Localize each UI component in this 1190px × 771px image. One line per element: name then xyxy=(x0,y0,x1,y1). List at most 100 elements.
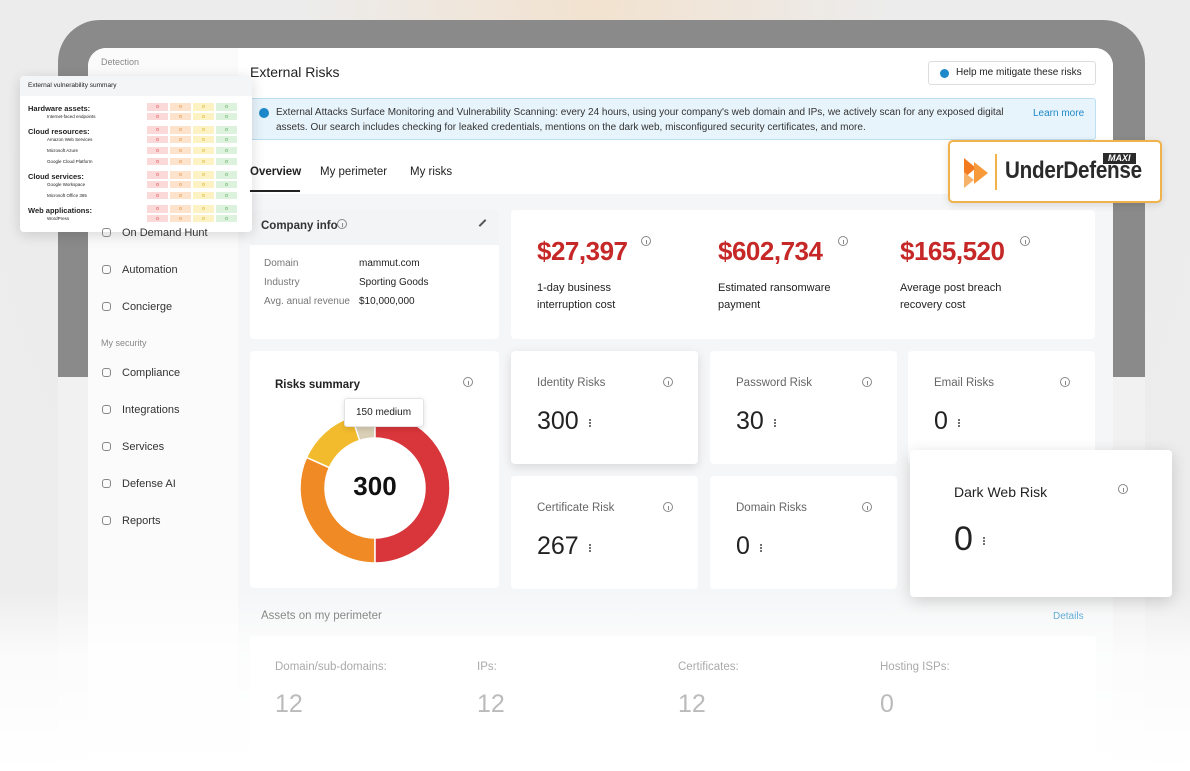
info-icon[interactable] xyxy=(1060,377,1070,387)
assets-card xyxy=(250,636,1096,771)
sidebar-item[interactable]: Concierge xyxy=(122,301,173,313)
risk-card[interactable]: Email Risks 0 xyxy=(908,351,1095,464)
cost-value: $165,520 xyxy=(900,236,1005,266)
group-name: Cloud resources: xyxy=(28,127,90,136)
info-banner: External Attacks Surface Monitoring and … xyxy=(250,98,1096,140)
info-icon[interactable] xyxy=(1020,236,1030,246)
count-value: 0 xyxy=(179,137,182,142)
count-value: 0 xyxy=(179,172,182,177)
sidebar-item[interactable]: Defense AI xyxy=(122,478,176,490)
brand-badge: MAXI xyxy=(1103,153,1136,164)
count-value: 0 xyxy=(225,127,228,132)
info-icon[interactable] xyxy=(862,502,872,512)
count-cell: 0 xyxy=(216,103,237,111)
kebab-menu[interactable] xyxy=(983,540,985,542)
count-cell: 0 xyxy=(170,158,191,165)
asset-value: 12 xyxy=(678,690,706,718)
count-value: 0 xyxy=(225,206,228,211)
cost-value: $27,397 xyxy=(537,236,628,266)
sidebar-icon xyxy=(102,368,111,377)
info-label: Avg. anual revenue xyxy=(264,296,350,307)
asset-label: IPs: xyxy=(477,661,497,673)
count-value: 0 xyxy=(225,172,228,177)
tab-underline xyxy=(250,190,300,192)
count-cell: 0 xyxy=(193,192,214,199)
risk-value: 30 xyxy=(736,407,764,435)
group-name: Cloud services: xyxy=(28,172,84,181)
help-button[interactable]: Help me mitigate these risks xyxy=(928,61,1096,85)
item-name: Amazon Web Services xyxy=(47,137,93,142)
count-value: 0 xyxy=(202,172,205,177)
learn-more-link[interactable]: Learn more xyxy=(1033,108,1085,119)
count-cell: 0 xyxy=(147,215,168,222)
kebab-menu[interactable] xyxy=(589,547,591,549)
page-title: External Risks xyxy=(250,64,340,80)
count-cell: 0 xyxy=(193,171,214,179)
brand-card: UnderDefense MAXI xyxy=(948,140,1162,203)
count-cell: 0 xyxy=(147,126,168,134)
count-cell: 0 xyxy=(147,147,168,154)
info-icon[interactable] xyxy=(663,502,673,512)
risk-card[interactable]: Certificate Risk 267 xyxy=(511,476,698,589)
cost-label: Average post breach recovery cost xyxy=(900,282,1002,311)
risk-card[interactable]: Dark Web Risk 0 xyxy=(910,450,1172,597)
card-header xyxy=(250,210,499,245)
count-cell: 0 xyxy=(216,126,237,134)
risk-card[interactable]: Password Risk 30 xyxy=(710,351,897,464)
kebab-menu[interactable] xyxy=(774,422,776,424)
risk-card[interactable]: Domain Risks 0 xyxy=(710,476,897,589)
count-value: 0 xyxy=(179,182,182,187)
count-value: 0 xyxy=(202,148,205,153)
count-value: 0 xyxy=(202,114,205,119)
info-icon[interactable] xyxy=(838,236,848,246)
count-cell: 0 xyxy=(170,136,191,143)
details-link[interactable]: Details xyxy=(1053,611,1084,622)
risk-value: 0 xyxy=(736,532,750,560)
sidebar-icon xyxy=(102,228,111,237)
tab[interactable]: My risks xyxy=(410,166,453,178)
count-cell: 0 xyxy=(170,215,191,222)
sidebar-item[interactable]: On Demand Hunt xyxy=(122,227,208,239)
donut-segment[interactable] xyxy=(299,456,376,564)
risk-title: Identity Risks xyxy=(537,377,606,389)
assets-title: Assets on my perimeter xyxy=(261,610,382,622)
info-icon[interactable] xyxy=(463,377,473,387)
donut-segment[interactable] xyxy=(305,415,361,469)
kebab-menu[interactable] xyxy=(589,422,591,424)
donut-segment[interactable] xyxy=(374,412,451,564)
sidebar-section: My security xyxy=(101,338,147,348)
info-icon[interactable] xyxy=(1118,484,1128,494)
item-name: Google Workspace xyxy=(47,182,86,187)
info-icon[interactable] xyxy=(641,236,651,246)
sidebar-item[interactable]: Compliance xyxy=(122,367,181,379)
count-cell: 0 xyxy=(193,158,214,165)
info-icon[interactable] xyxy=(337,219,347,229)
sidebar-icon xyxy=(102,265,111,274)
sidebar-item[interactable]: Integrations xyxy=(122,404,180,416)
info-value: mammut.com xyxy=(359,258,420,269)
count-value: 0 xyxy=(225,216,228,221)
info-value: $10,000,000 xyxy=(359,296,415,307)
sidebar-item[interactable]: Services xyxy=(122,441,165,453)
risk-title: Dark Web Risk xyxy=(954,484,1048,500)
count-cell: 0 xyxy=(147,181,168,188)
count-cell: 0 xyxy=(193,147,214,154)
group-name: Hardware assets: xyxy=(28,104,91,113)
kebab-menu[interactable] xyxy=(958,422,960,424)
banner-text: External Attacks Surface Monitoring and … xyxy=(276,107,1004,133)
tab[interactable]: My perimeter xyxy=(320,166,388,178)
count-value: 0 xyxy=(202,159,205,164)
count-cell: 0 xyxy=(147,103,168,111)
count-value: 0 xyxy=(225,148,228,153)
sidebar-item[interactable]: Automation xyxy=(122,264,178,276)
count-value: 0 xyxy=(156,159,159,164)
count-value: 0 xyxy=(202,216,205,221)
count-cell: 0 xyxy=(170,147,191,154)
kebab-menu[interactable] xyxy=(760,547,762,549)
tab[interactable]: Overview xyxy=(250,166,302,178)
risk-card[interactable]: Identity Risks 300 xyxy=(511,351,698,464)
info-icon[interactable] xyxy=(862,377,872,387)
info-icon[interactable] xyxy=(663,377,673,387)
sidebar-item[interactable]: Reports xyxy=(122,515,161,527)
count-value: 0 xyxy=(156,216,159,221)
